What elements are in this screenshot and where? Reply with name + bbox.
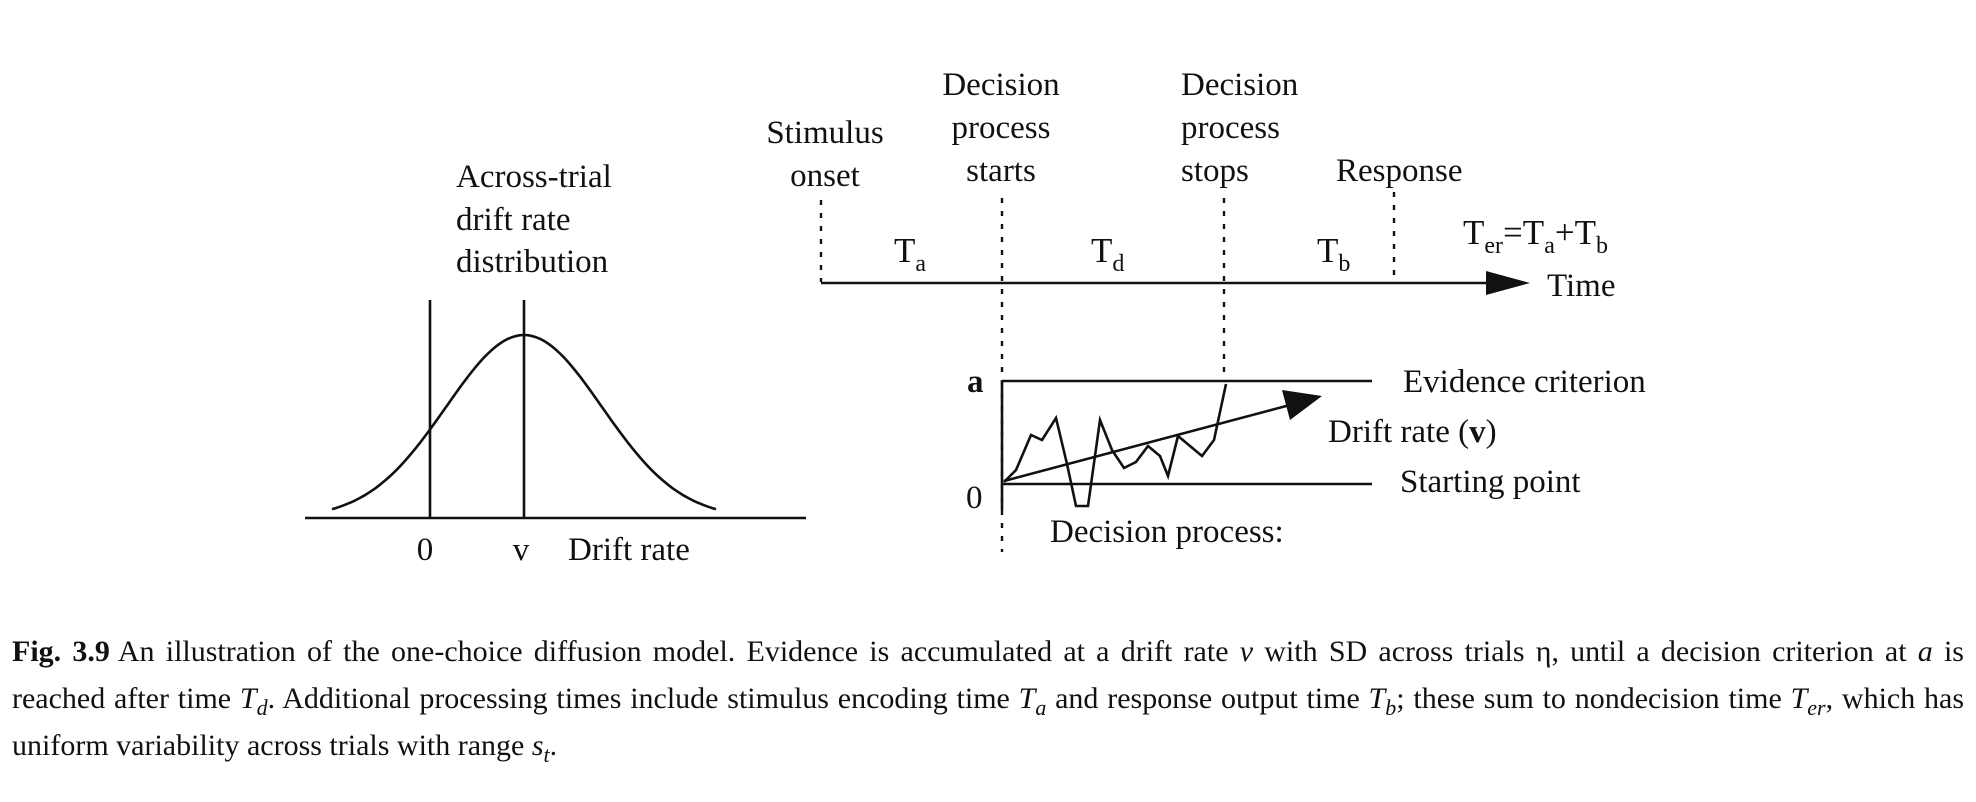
start-zero-label: 0	[966, 480, 983, 516]
drift-rate-v-label: Drift rate (v)	[1328, 414, 1497, 450]
decision-starts-line-1: Decision	[942, 67, 1059, 103]
distribution-title-line-1: Across-trial	[456, 159, 612, 195]
drift-rate-arrow-shaft	[1003, 403, 1291, 483]
distribution-title-line-2: drift rate	[456, 202, 571, 238]
diffusion-model-diagram: Across-trial drift rate distribution 0 v…	[305, 67, 1646, 568]
drift-rate-arrowhead	[1282, 390, 1322, 420]
criterion-a-label: a	[967, 364, 984, 400]
evidence-sample-path	[1003, 383, 1228, 508]
decision-process-panel: a 0 Evidence criterion Drift rate (v) St…	[966, 364, 1646, 550]
decision-starts-line-2: process	[952, 110, 1051, 146]
ta-label: Ta	[894, 231, 926, 277]
v-tick-label: v	[513, 532, 530, 568]
stimulus-onset-line-1: Stimulus	[766, 115, 883, 151]
time-axis-arrowhead	[1486, 271, 1530, 295]
tb-label: Tb	[1317, 231, 1350, 277]
decision-stops-line-1: Decision	[1181, 67, 1298, 103]
figure-caption: Fig. 3.9 An illustration of the one-choic…	[12, 635, 1964, 767]
stimulus-onset-line-2: onset	[790, 158, 860, 194]
timeline: Stimulus onset Decision process starts D…	[766, 67, 1615, 552]
ter-equation: Ter=Ta+Tb	[1463, 213, 1608, 259]
decision-starts-line-3: starts	[966, 153, 1036, 189]
decision-stops-line-3: stops	[1181, 153, 1249, 189]
distribution-title-line-3: distribution	[456, 244, 608, 280]
drift-rate-axis-label: Drift rate	[568, 532, 690, 568]
evidence-criterion-label: Evidence criterion	[1403, 364, 1646, 400]
zero-tick-label: 0	[417, 532, 434, 568]
drift-rate-distribution: Across-trial drift rate distribution 0 v…	[305, 159, 806, 568]
time-axis-label: Time	[1547, 268, 1615, 304]
caption-figure-label: Fig. 3.9	[12, 635, 110, 668]
starting-point-label: Starting point	[1400, 464, 1581, 500]
response-label: Response	[1336, 153, 1463, 189]
td-label: Td	[1091, 231, 1124, 277]
decision-stops-line-2: process	[1181, 110, 1280, 146]
decision-process-label: Decision process:	[1050, 514, 1284, 550]
